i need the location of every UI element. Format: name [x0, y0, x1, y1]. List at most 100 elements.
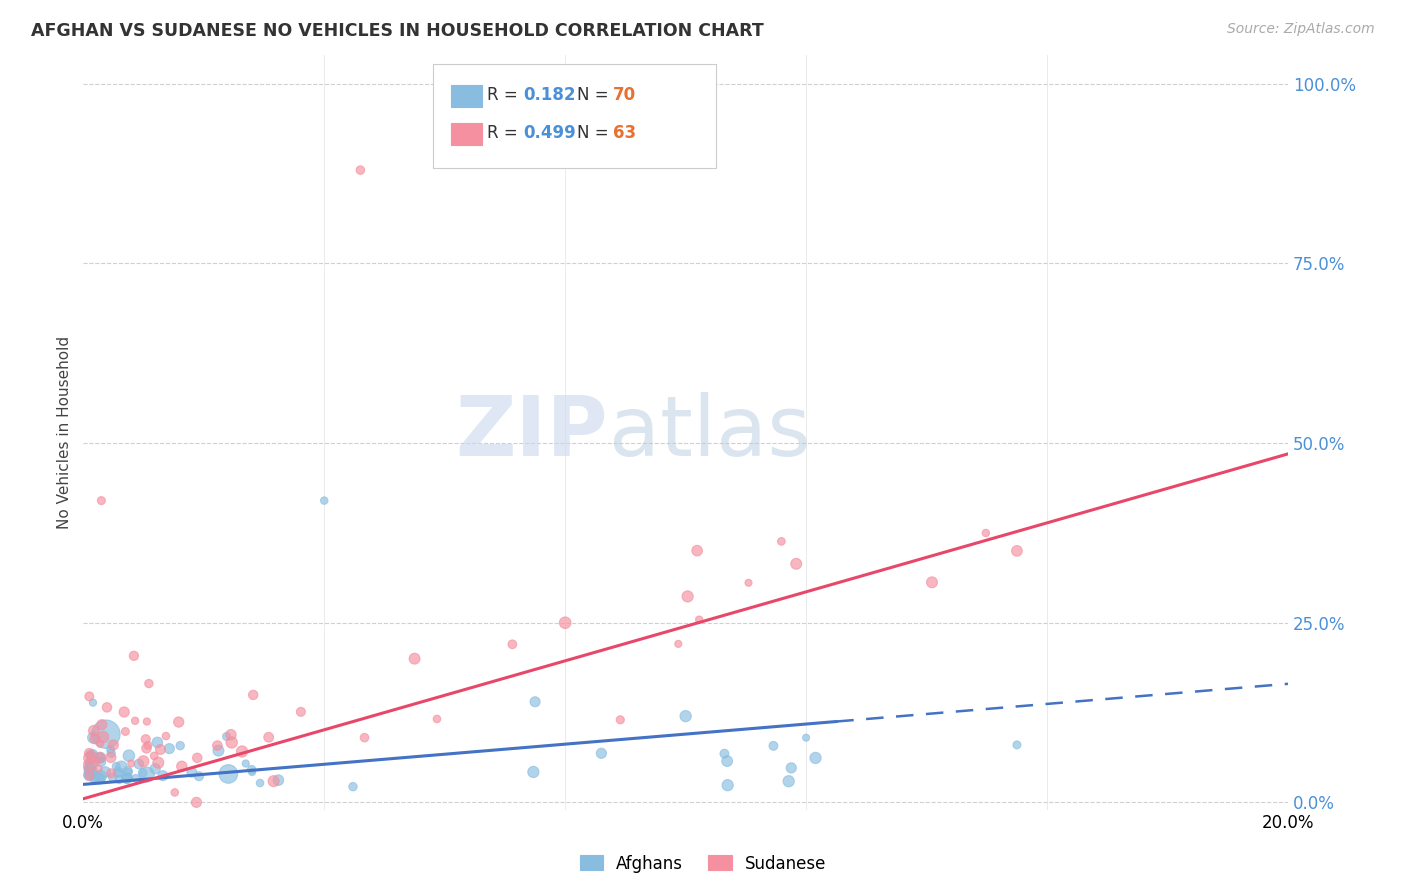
Point [146, 735, 169, 749]
Point [235, 756, 257, 771]
Point [163, 785, 186, 799]
Point [770, 534, 793, 549]
Text: AFGHAN VS SUDANESE NO VEHICLES IN HOUSEHOLD CORRELATION CHART: AFGHAN VS SUDANESE NO VEHICLES IN HOUSEH… [31, 22, 763, 40]
Point [128, 757, 150, 772]
Point [349, 163, 371, 178]
Point [124, 772, 146, 786]
Point [79, 747, 101, 761]
Point [143, 748, 166, 763]
Point [117, 764, 139, 779]
Y-axis label: No Vehicles in Household: No Vehicles in Household [58, 335, 72, 529]
Point [79, 751, 101, 765]
Point [94, 727, 117, 741]
Point [974, 526, 997, 541]
Point [713, 747, 735, 761]
Legend: Afghans, Sudanese: Afghans, Sudanese [574, 848, 832, 880]
Point [1005, 738, 1028, 752]
Point [186, 796, 208, 810]
Point [84, 731, 107, 746]
Point [794, 731, 817, 745]
Point [89, 751, 111, 765]
Point [89, 750, 111, 764]
Point [522, 764, 544, 779]
Point [342, 780, 364, 794]
Point [101, 771, 124, 785]
Point [149, 742, 172, 756]
Point [115, 771, 138, 785]
Point [120, 756, 142, 771]
Point [188, 769, 211, 783]
Point [132, 754, 155, 768]
Point [87, 771, 110, 785]
Point [79, 761, 101, 775]
Point [100, 766, 122, 780]
Point [152, 769, 174, 783]
Point [1005, 544, 1028, 558]
FancyBboxPatch shape [451, 86, 482, 107]
Point [257, 731, 280, 745]
Point [921, 575, 943, 590]
Point [170, 759, 193, 773]
Text: atlas: atlas [609, 392, 810, 473]
Text: R =: R = [486, 124, 523, 142]
Point [169, 739, 191, 753]
Point [117, 765, 139, 780]
Point [79, 690, 101, 704]
Point [100, 742, 122, 756]
Point [107, 765, 129, 780]
FancyBboxPatch shape [451, 123, 482, 145]
Point [426, 712, 449, 726]
Point [135, 741, 157, 756]
Point [83, 723, 105, 738]
Point [675, 709, 697, 723]
Point [103, 738, 125, 752]
Point [716, 754, 738, 768]
Point [666, 637, 689, 651]
Point [117, 772, 139, 786]
Point [86, 754, 108, 768]
Point [107, 765, 129, 780]
Point [524, 695, 547, 709]
Point [737, 575, 759, 590]
Point [80, 764, 103, 779]
Text: ZIP: ZIP [454, 392, 607, 473]
Text: R =: R = [486, 87, 523, 104]
Point [207, 739, 229, 753]
Point [90, 755, 112, 769]
Point [155, 729, 177, 743]
Point [79, 769, 101, 783]
Point [780, 761, 803, 775]
Point [118, 748, 141, 763]
Point [82, 747, 104, 761]
Point [686, 543, 709, 558]
Point [404, 651, 426, 665]
Point [290, 705, 312, 719]
Point [143, 762, 166, 776]
Point [501, 637, 523, 651]
Point [167, 714, 190, 729]
Point [135, 767, 157, 781]
Point [89, 772, 111, 786]
Point [785, 557, 807, 571]
Point [217, 767, 239, 781]
Point [91, 730, 114, 744]
Point [112, 705, 135, 719]
Point [136, 738, 159, 752]
Point [83, 756, 105, 770]
Point [207, 744, 229, 758]
Point [124, 714, 146, 728]
Text: Source: ZipAtlas.com: Source: ZipAtlas.com [1227, 22, 1375, 37]
Text: 63: 63 [613, 124, 637, 142]
Text: 0.499: 0.499 [523, 124, 575, 142]
Point [131, 765, 153, 780]
Point [80, 766, 103, 780]
Point [135, 714, 157, 729]
Point [215, 730, 238, 744]
Point [79, 747, 101, 761]
Point [135, 732, 157, 747]
Point [82, 696, 104, 710]
Point [676, 590, 699, 604]
Point [87, 762, 110, 776]
Point [79, 759, 101, 773]
Point [94, 765, 117, 780]
